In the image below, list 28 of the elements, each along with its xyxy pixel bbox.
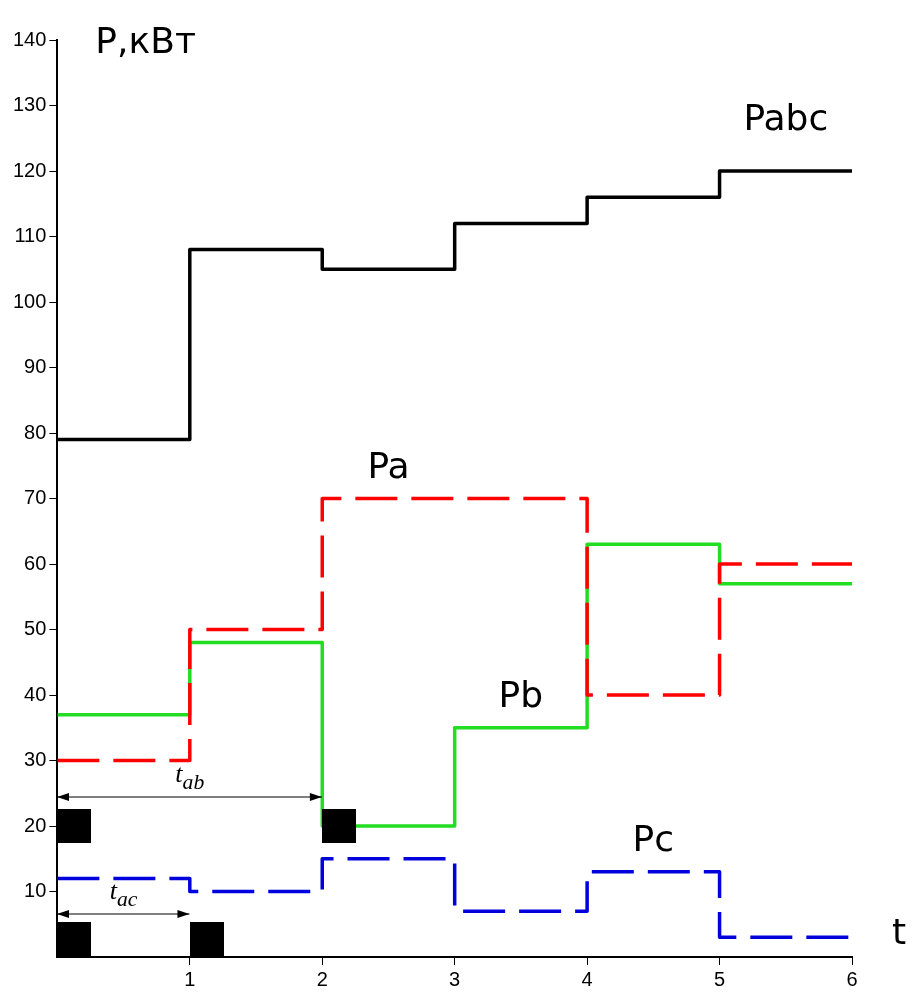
annotation: t$_{ac}$ (109, 876, 138, 913)
series-label: Pc (632, 818, 675, 860)
y-tick-label: 60 (24, 551, 47, 574)
y-tick-label: 120 (12, 158, 47, 181)
y-tick-label: 90 (24, 355, 47, 378)
x-tick-label: 2 (316, 967, 328, 990)
y-tick-label: 110 (14, 224, 47, 247)
y-tick-label: 40 (24, 682, 47, 705)
x-tick-label: 3 (449, 967, 461, 990)
x-tick-label: 1 (184, 967, 196, 990)
y-tick-label: 30 (24, 748, 47, 771)
y-tick-label: 70 (24, 486, 47, 509)
x-tick-label: 4 (581, 967, 593, 990)
series-label: Pa (367, 444, 410, 486)
y-tick-label: 10 (24, 879, 47, 902)
series-label: Pb (498, 674, 544, 716)
y-tick-label: 100 (12, 289, 47, 312)
y-tick-label: 20 (24, 813, 47, 836)
series-label: Pabc (743, 97, 829, 139)
x-tick-label: 6 (846, 967, 858, 990)
y-tick-label: 140 (12, 27, 47, 50)
x-tick-label: 5 (714, 967, 726, 990)
y-tick-label: 130 (12, 93, 47, 116)
y-tick-label: 50 (24, 617, 47, 640)
annotation: t$_{ab}$ (175, 758, 205, 795)
x-axis-title: t (892, 911, 907, 953)
y-tick-label: 80 (24, 420, 47, 443)
y-axis-title: P,кВт (95, 20, 196, 62)
